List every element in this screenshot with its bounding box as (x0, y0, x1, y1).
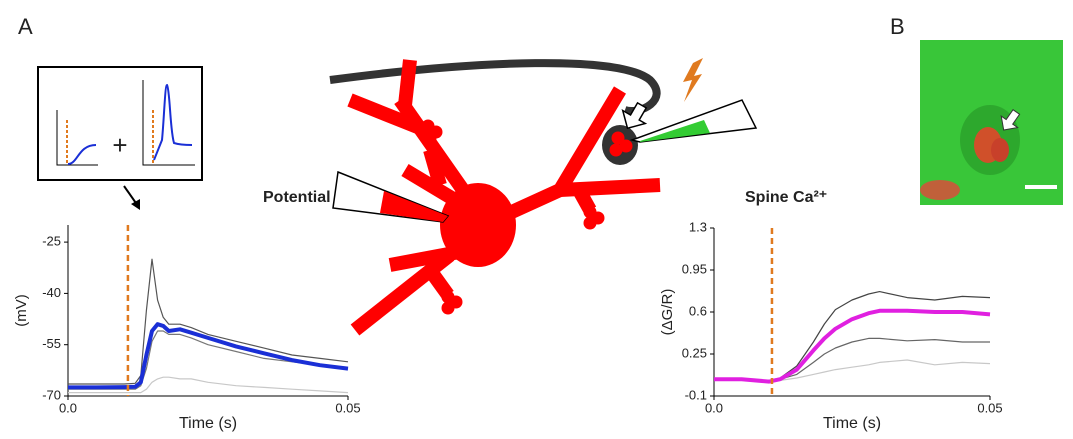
x-tick-label: 0.05 (977, 400, 1002, 415)
panel-label: A (18, 14, 33, 39)
y-tick-label: 0.25 (682, 345, 707, 360)
y-axis-label: (ΔG/R) (659, 289, 676, 336)
trace (68, 324, 348, 387)
inset-plus: + (112, 130, 127, 160)
plot-area (714, 292, 990, 382)
chart-title: Spine Ca²⁺ (745, 189, 827, 206)
trace (714, 311, 990, 382)
x-tick-label: 0.05 (335, 400, 360, 415)
trace (68, 377, 348, 392)
y-tick-label: -40 (42, 285, 61, 300)
x-axis-label: Time (s) (179, 415, 237, 432)
plot-area (68, 259, 348, 392)
micrograph (920, 40, 1063, 205)
trace (68, 259, 348, 384)
y-tick-label: -25 (42, 234, 61, 249)
x-tick-label: 0.0 (705, 400, 723, 415)
x-tick-label: 0.0 (59, 400, 77, 415)
y-axis-label: (mV) (13, 294, 30, 327)
x-axis-label: Time (s) (823, 415, 881, 432)
panel-label: B (890, 14, 905, 39)
page: A B + (0, 0, 1073, 439)
neuron-diagram (330, 58, 756, 330)
y-tick-label: 0.95 (682, 261, 707, 276)
figure: A B + (0, 0, 1073, 434)
trace (714, 338, 990, 380)
y-tick-label: -0.1 (685, 387, 707, 402)
y-tick-label: 0.6 (689, 303, 707, 318)
trace (714, 360, 990, 380)
chart-title: Potential (263, 189, 331, 206)
inset: + (38, 67, 202, 210)
y-tick-label: -55 (42, 336, 61, 351)
y-tick-label: 1.3 (689, 219, 707, 234)
